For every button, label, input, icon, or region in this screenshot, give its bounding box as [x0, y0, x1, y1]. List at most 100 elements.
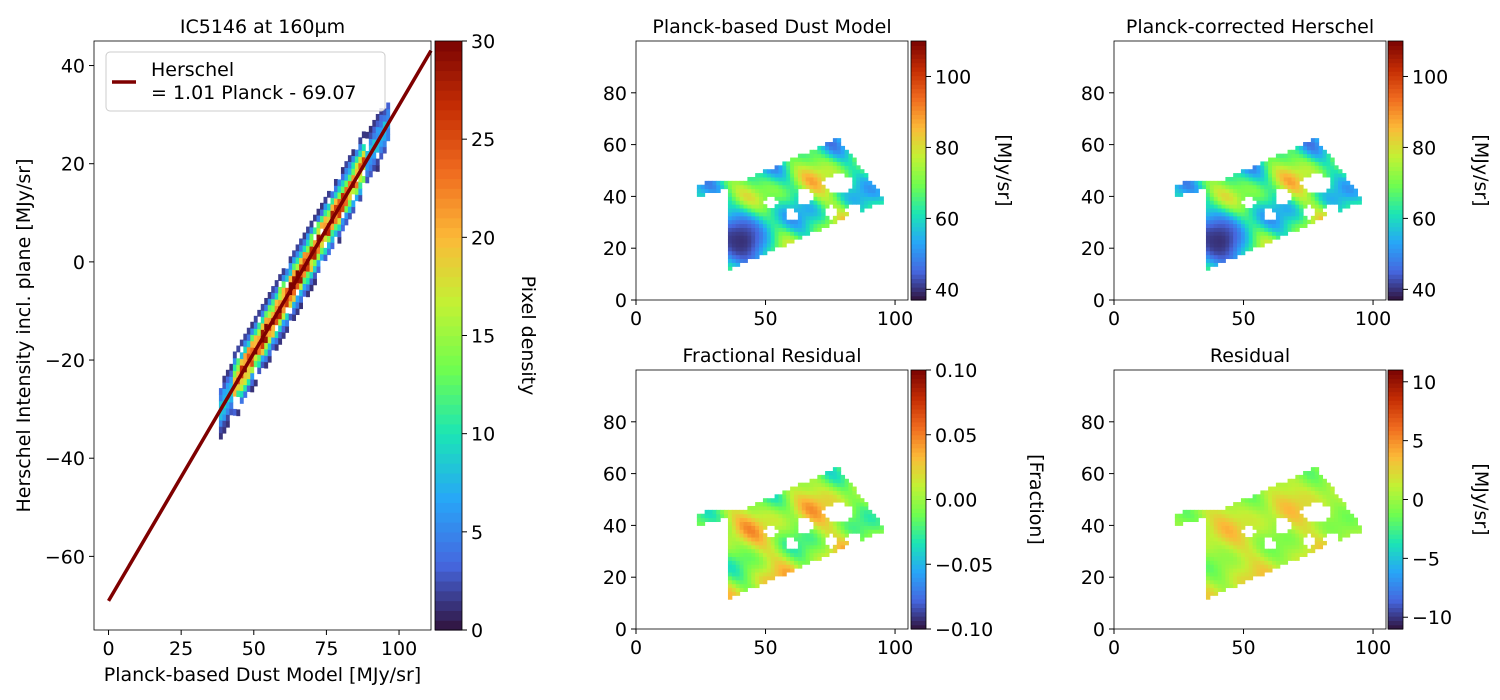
residual-pixel — [1287, 544, 1292, 550]
residual-pixel — [1341, 533, 1347, 538]
dust-pixel — [790, 169, 795, 174]
fracres-pixel — [739, 564, 745, 569]
residual-pixel — [1334, 502, 1339, 507]
residual-pixel — [1283, 544, 1289, 550]
fracres-pixel — [809, 490, 814, 495]
residual-pixel — [1264, 560, 1269, 565]
scatter-density-bin — [320, 202, 324, 210]
scatter-density-bin — [274, 331, 279, 338]
fracres-pixel — [731, 513, 737, 519]
residual-pixel — [1256, 521, 1261, 526]
fracres-pixel — [762, 560, 768, 565]
corrected-pixel — [1256, 192, 1261, 197]
fracres-pixel — [747, 513, 752, 519]
scatter-density-bin — [267, 298, 272, 306]
fracres-colorbar-segment — [911, 426, 926, 432]
dust-pixel — [782, 176, 787, 182]
fracres-pixel — [727, 544, 733, 550]
residual-pixel — [1229, 533, 1234, 538]
residual-colorbar-segment — [1388, 434, 1403, 440]
fracres-pixel — [817, 474, 822, 480]
residual-pixel — [1338, 502, 1343, 507]
fracres-pixel — [828, 474, 834, 480]
corrected-pixel — [1225, 215, 1230, 221]
corrected-pixel — [1252, 215, 1257, 221]
fracres-pixel — [794, 509, 799, 515]
residual-pixel — [1272, 494, 1277, 499]
dust-pixel — [794, 180, 799, 186]
fracres-pixel — [797, 509, 803, 515]
corrected-pixel — [1225, 235, 1230, 240]
fracres-pixel — [778, 521, 783, 526]
residual-pixel — [1221, 533, 1226, 538]
corrected-pixel — [1260, 192, 1265, 197]
dust-pixel — [770, 227, 776, 232]
residual-ytick-label: 0 — [1093, 619, 1105, 641]
residual-pixel — [1303, 486, 1308, 491]
scatter-colorbar-segment — [435, 207, 462, 219]
residual-pixel — [1233, 572, 1238, 577]
scatter-density-bin — [320, 209, 324, 216]
fracres-pixel — [825, 517, 830, 523]
fracres-pixel — [751, 583, 756, 589]
scatter-density-bin — [264, 349, 269, 356]
residual-pixel — [1264, 505, 1269, 511]
corrected-pixel — [1287, 227, 1292, 232]
corrected-pixel — [1295, 157, 1300, 162]
fracres-pixel — [731, 579, 737, 585]
dust-pixel — [825, 153, 830, 159]
corrected-pixel — [1256, 243, 1261, 248]
corrected-pixel — [1213, 258, 1219, 263]
dust-pixel — [832, 145, 838, 151]
dust-pixel — [813, 157, 818, 162]
dust-pixel — [774, 204, 779, 209]
corrected-pixel — [1310, 215, 1316, 221]
corrected-pixel — [1275, 231, 1281, 236]
dust-pixel — [840, 208, 846, 213]
residual-pixel — [1299, 537, 1304, 542]
corrected-pixel — [1318, 204, 1324, 209]
residual-pixel — [1299, 521, 1304, 526]
dust-pixel — [856, 165, 861, 170]
corrected-pixel — [1244, 243, 1250, 248]
dust-pixel — [774, 165, 779, 170]
corrected-pixel — [1322, 153, 1327, 159]
dust-pixel — [817, 211, 822, 217]
residual-pixel — [1279, 548, 1285, 554]
fracres-colorbar-segment — [911, 460, 926, 466]
residual-pixel — [1330, 517, 1335, 523]
scatter-density-bin — [225, 420, 230, 428]
dust-pixel — [790, 239, 795, 244]
corrected-pixel — [1252, 243, 1257, 248]
corrected-pixel — [1205, 192, 1211, 197]
corrected-pixel — [1283, 176, 1289, 182]
fracres-colorbar-segment — [911, 417, 926, 423]
fracres-pixel — [770, 505, 776, 511]
residual-pixel — [1279, 505, 1285, 511]
scatter-colorbar-segment — [435, 286, 462, 297]
dust-pixel — [766, 180, 772, 186]
residual-pixel — [1268, 498, 1273, 503]
residual-pixel — [1322, 490, 1327, 495]
dust-pixel — [743, 215, 748, 221]
fracres-pixel — [786, 513, 791, 519]
corrected-pixel — [1295, 165, 1300, 170]
fracres-pixel — [770, 556, 776, 561]
scatter-colorbar-segment — [435, 610, 462, 621]
corrected-pixel — [1310, 153, 1316, 159]
fracres-pixel — [797, 560, 803, 565]
residual-colorbar-tick-label: 0 — [1412, 490, 1424, 512]
fracres-pixel — [739, 556, 745, 561]
corrected-pixel — [1221, 254, 1226, 260]
dust-pixel — [759, 188, 764, 194]
fracres-pixel — [828, 498, 834, 503]
fracres-pixel — [805, 486, 811, 491]
dust-pixel — [743, 200, 748, 205]
fracres-ytick-label: 40 — [603, 515, 627, 537]
dust-pixel — [735, 180, 741, 186]
residual-pixel — [1248, 560, 1254, 565]
dust-pixel — [747, 200, 752, 205]
dust-pixel — [821, 157, 826, 162]
residual-pixel — [1334, 509, 1339, 515]
fracres-pixel — [770, 517, 776, 523]
